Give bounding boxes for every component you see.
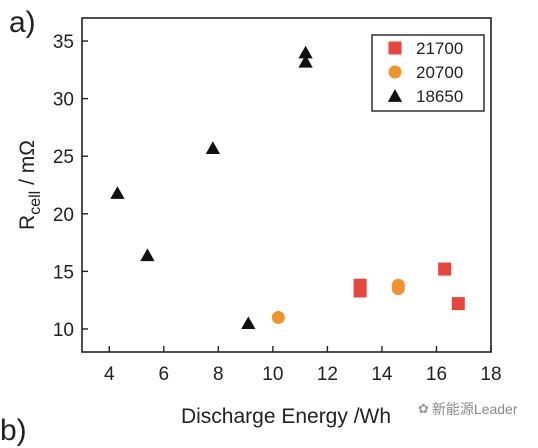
watermark: ✿ 新能源Leader xyxy=(418,399,518,419)
y-axis-title-sub: cell xyxy=(27,191,44,215)
legend-label: 21700 xyxy=(416,39,463,58)
data-point-18650 xyxy=(205,141,221,154)
y-tick-label: 15 xyxy=(53,262,74,283)
legend-label: 18650 xyxy=(416,87,463,106)
x-tick-label: 6 xyxy=(159,364,170,385)
y-tick-label: 25 xyxy=(53,147,74,168)
x-tick-label: 4 xyxy=(104,364,115,385)
data-point-18650 xyxy=(110,186,125,199)
y-tick-label: 30 xyxy=(53,90,74,111)
x-tick-label: 12 xyxy=(317,364,338,385)
panel-label: a) xyxy=(9,6,36,39)
legend-label: 20700 xyxy=(416,63,463,82)
data-point-18650 xyxy=(241,316,256,330)
scatter-chart: 4 6 8 10 12 14 16 18 10 15 20 25 30 35 21700 20700 1865… xyxy=(16,17,502,428)
x-tick-label: 18 xyxy=(480,364,501,385)
legend-marker-21700 xyxy=(388,41,402,55)
data-point-18650 xyxy=(298,54,313,68)
legend: 21700 20700 18650 xyxy=(371,34,485,112)
data-point-20700 xyxy=(271,310,285,324)
y-tick-label: 20 xyxy=(53,205,74,226)
y-axis-title: Rcell / mΩ xyxy=(16,140,44,230)
watermark-text: 新能源Leader xyxy=(431,401,518,417)
y-axis-title-rest: / mΩ xyxy=(16,140,39,191)
data-point-21700 xyxy=(438,262,452,276)
x-axis-title: Discharge Energy /Wh xyxy=(181,405,391,428)
wechat-icon: ✿ xyxy=(418,401,429,416)
data-point-20700 xyxy=(391,282,405,296)
data-point-18650 xyxy=(140,248,155,262)
x-tick-label: 8 xyxy=(213,364,224,385)
data-point-18650 xyxy=(298,45,313,59)
points-layer xyxy=(110,45,465,330)
y-axis-title-main: R xyxy=(16,215,39,230)
legend-marker-20700 xyxy=(388,65,402,79)
y-tick-label: 35 xyxy=(53,32,74,53)
next-panel-label: b) xyxy=(0,414,27,447)
x-tick-label: 14 xyxy=(371,364,393,385)
x-tick-label: 10 xyxy=(262,364,283,385)
legend-marker-18650 xyxy=(387,89,403,102)
tick-layer: 4 6 8 10 12 14 16 18 10 15 20 25 30 35 xyxy=(53,32,502,385)
plot-frame xyxy=(81,17,492,353)
data-point-21700 xyxy=(451,297,465,311)
y-tick-label: 10 xyxy=(53,320,74,341)
x-tick-label: 16 xyxy=(426,364,447,385)
data-point-21700 xyxy=(353,278,367,292)
